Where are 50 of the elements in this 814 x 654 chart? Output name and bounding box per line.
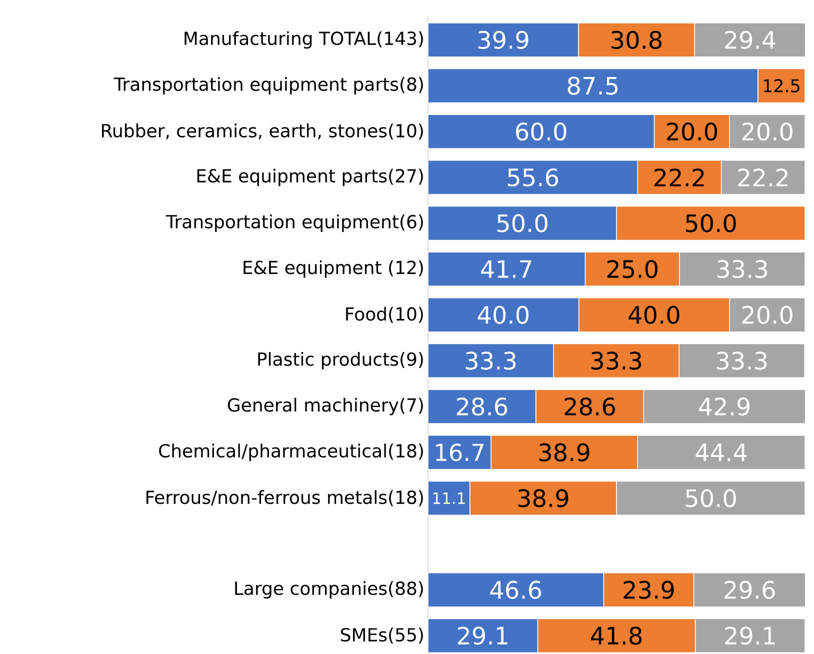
data-label: 38.9 [518, 489, 568, 508]
data-label: 40.0 [478, 306, 529, 324]
y-tick-label: Manufacturing TOTAL(143) [184, 31, 423, 49]
data-label: 33.3 [466, 352, 516, 370]
y-tick-label: Rubber, ceramics, earth, stones(10) [102, 124, 423, 140]
data-label: 38.9 [539, 443, 590, 462]
data-label: 33.3 [717, 260, 768, 278]
data-label: 41.7 [481, 260, 532, 278]
y-tick-label: E&E equipment parts(27) [197, 168, 423, 186]
y-tick-label: Transportation equipment parts(8) [114, 77, 423, 94]
data-label: 20.0 [742, 122, 792, 141]
data-label: 12.5 [764, 79, 800, 92]
data-label: 60.0 [516, 122, 566, 141]
data-label: 25.0 [607, 260, 658, 278]
data-label: 41.8 [590, 626, 642, 645]
data-label: 23.9 [624, 580, 674, 599]
data-label: 16.7 [436, 444, 484, 462]
y-tick-label: Large companies(88) [235, 581, 423, 599]
data-label: 22.2 [738, 168, 788, 186]
data-label: 50.0 [497, 214, 548, 232]
y-tick-label: Chemical/pharmaceutical(18) [159, 444, 423, 462]
y-tick-label: General machinery(7) [228, 398, 423, 416]
data-label: 39.9 [478, 30, 528, 49]
data-label: 29.4 [724, 30, 776, 49]
data-label: 22.2 [654, 168, 704, 186]
data-label: 30.8 [612, 30, 662, 49]
data-label: 28.6 [564, 397, 615, 416]
data-label: 50.0 [686, 489, 736, 508]
data-label: 42.9 [698, 397, 750, 416]
data-label: 29.6 [724, 580, 775, 599]
y-tick-label: E&E equipment (12) [244, 260, 423, 278]
data-label: 40.0 [628, 306, 680, 324]
y-tick-label: Food(10) [346, 306, 423, 323]
data-label: 29.1 [458, 626, 508, 645]
data-label: 29.1 [725, 626, 775, 645]
data-label: 33.3 [591, 352, 642, 370]
data-label: 20.0 [742, 306, 792, 324]
data-label: 55.6 [508, 168, 558, 186]
y-tick-label: Ferrous/non-ferrous metals(18) [146, 490, 423, 506]
data-label: 28.6 [456, 397, 508, 416]
data-label: 44.4 [696, 444, 747, 462]
y-tick-label: SMEs(55) [341, 628, 423, 644]
y-tick-label: Transportation equipment(6) [166, 214, 423, 232]
data-label: 50.0 [686, 214, 736, 232]
y-tick-label: Plastic products(9) [258, 352, 423, 370]
data-label: 46.6 [490, 580, 542, 599]
data-label: 33.3 [716, 352, 767, 370]
data-label: 11.1 [433, 492, 465, 504]
data-label: 20.0 [666, 122, 718, 141]
data-label: 87.5 [568, 76, 618, 95]
